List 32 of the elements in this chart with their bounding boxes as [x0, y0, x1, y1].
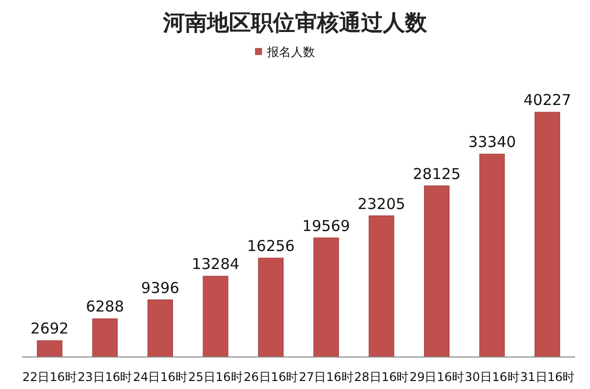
bar	[534, 112, 560, 358]
data-label: 9396	[141, 278, 180, 297]
data-label: 2692	[30, 320, 69, 338]
data-label: 40227	[523, 91, 572, 110]
bar	[258, 258, 284, 358]
x-tick-label: 24日16时	[132, 370, 188, 384]
bar	[313, 238, 339, 358]
bar	[424, 186, 450, 358]
x-tick-label: 26日16时	[244, 370, 298, 384]
data-label: 33340	[468, 133, 516, 152]
x-tick-label: 22日16时	[22, 370, 77, 384]
bar	[92, 318, 118, 358]
x-tick-label: 27日16时	[298, 370, 354, 384]
data-label: 19569	[302, 216, 350, 235]
x-tick-label: 23日16时	[78, 370, 132, 384]
chart-title: 河南地区职位审核通过人数	[162, 10, 428, 36]
bar	[479, 154, 505, 358]
x-tick-label: 29日16时	[409, 370, 464, 384]
bar	[36, 340, 62, 358]
data-label: 23205	[358, 194, 406, 213]
data-label: 13284	[192, 255, 240, 274]
bar	[202, 276, 228, 358]
data-label: 16256	[246, 237, 295, 256]
bar	[368, 215, 394, 358]
x-tick-label: 30日16时	[464, 370, 520, 384]
x-tick-label: 31日16时	[520, 370, 575, 384]
data-label: 6288	[86, 298, 124, 316]
data-label: 28125	[412, 164, 461, 183]
x-tick-label: 25日16时	[188, 370, 243, 384]
x-tick-label: 28日16时	[354, 370, 409, 384]
legend-label: 报名人数	[266, 45, 315, 59]
bar	[148, 300, 173, 358]
